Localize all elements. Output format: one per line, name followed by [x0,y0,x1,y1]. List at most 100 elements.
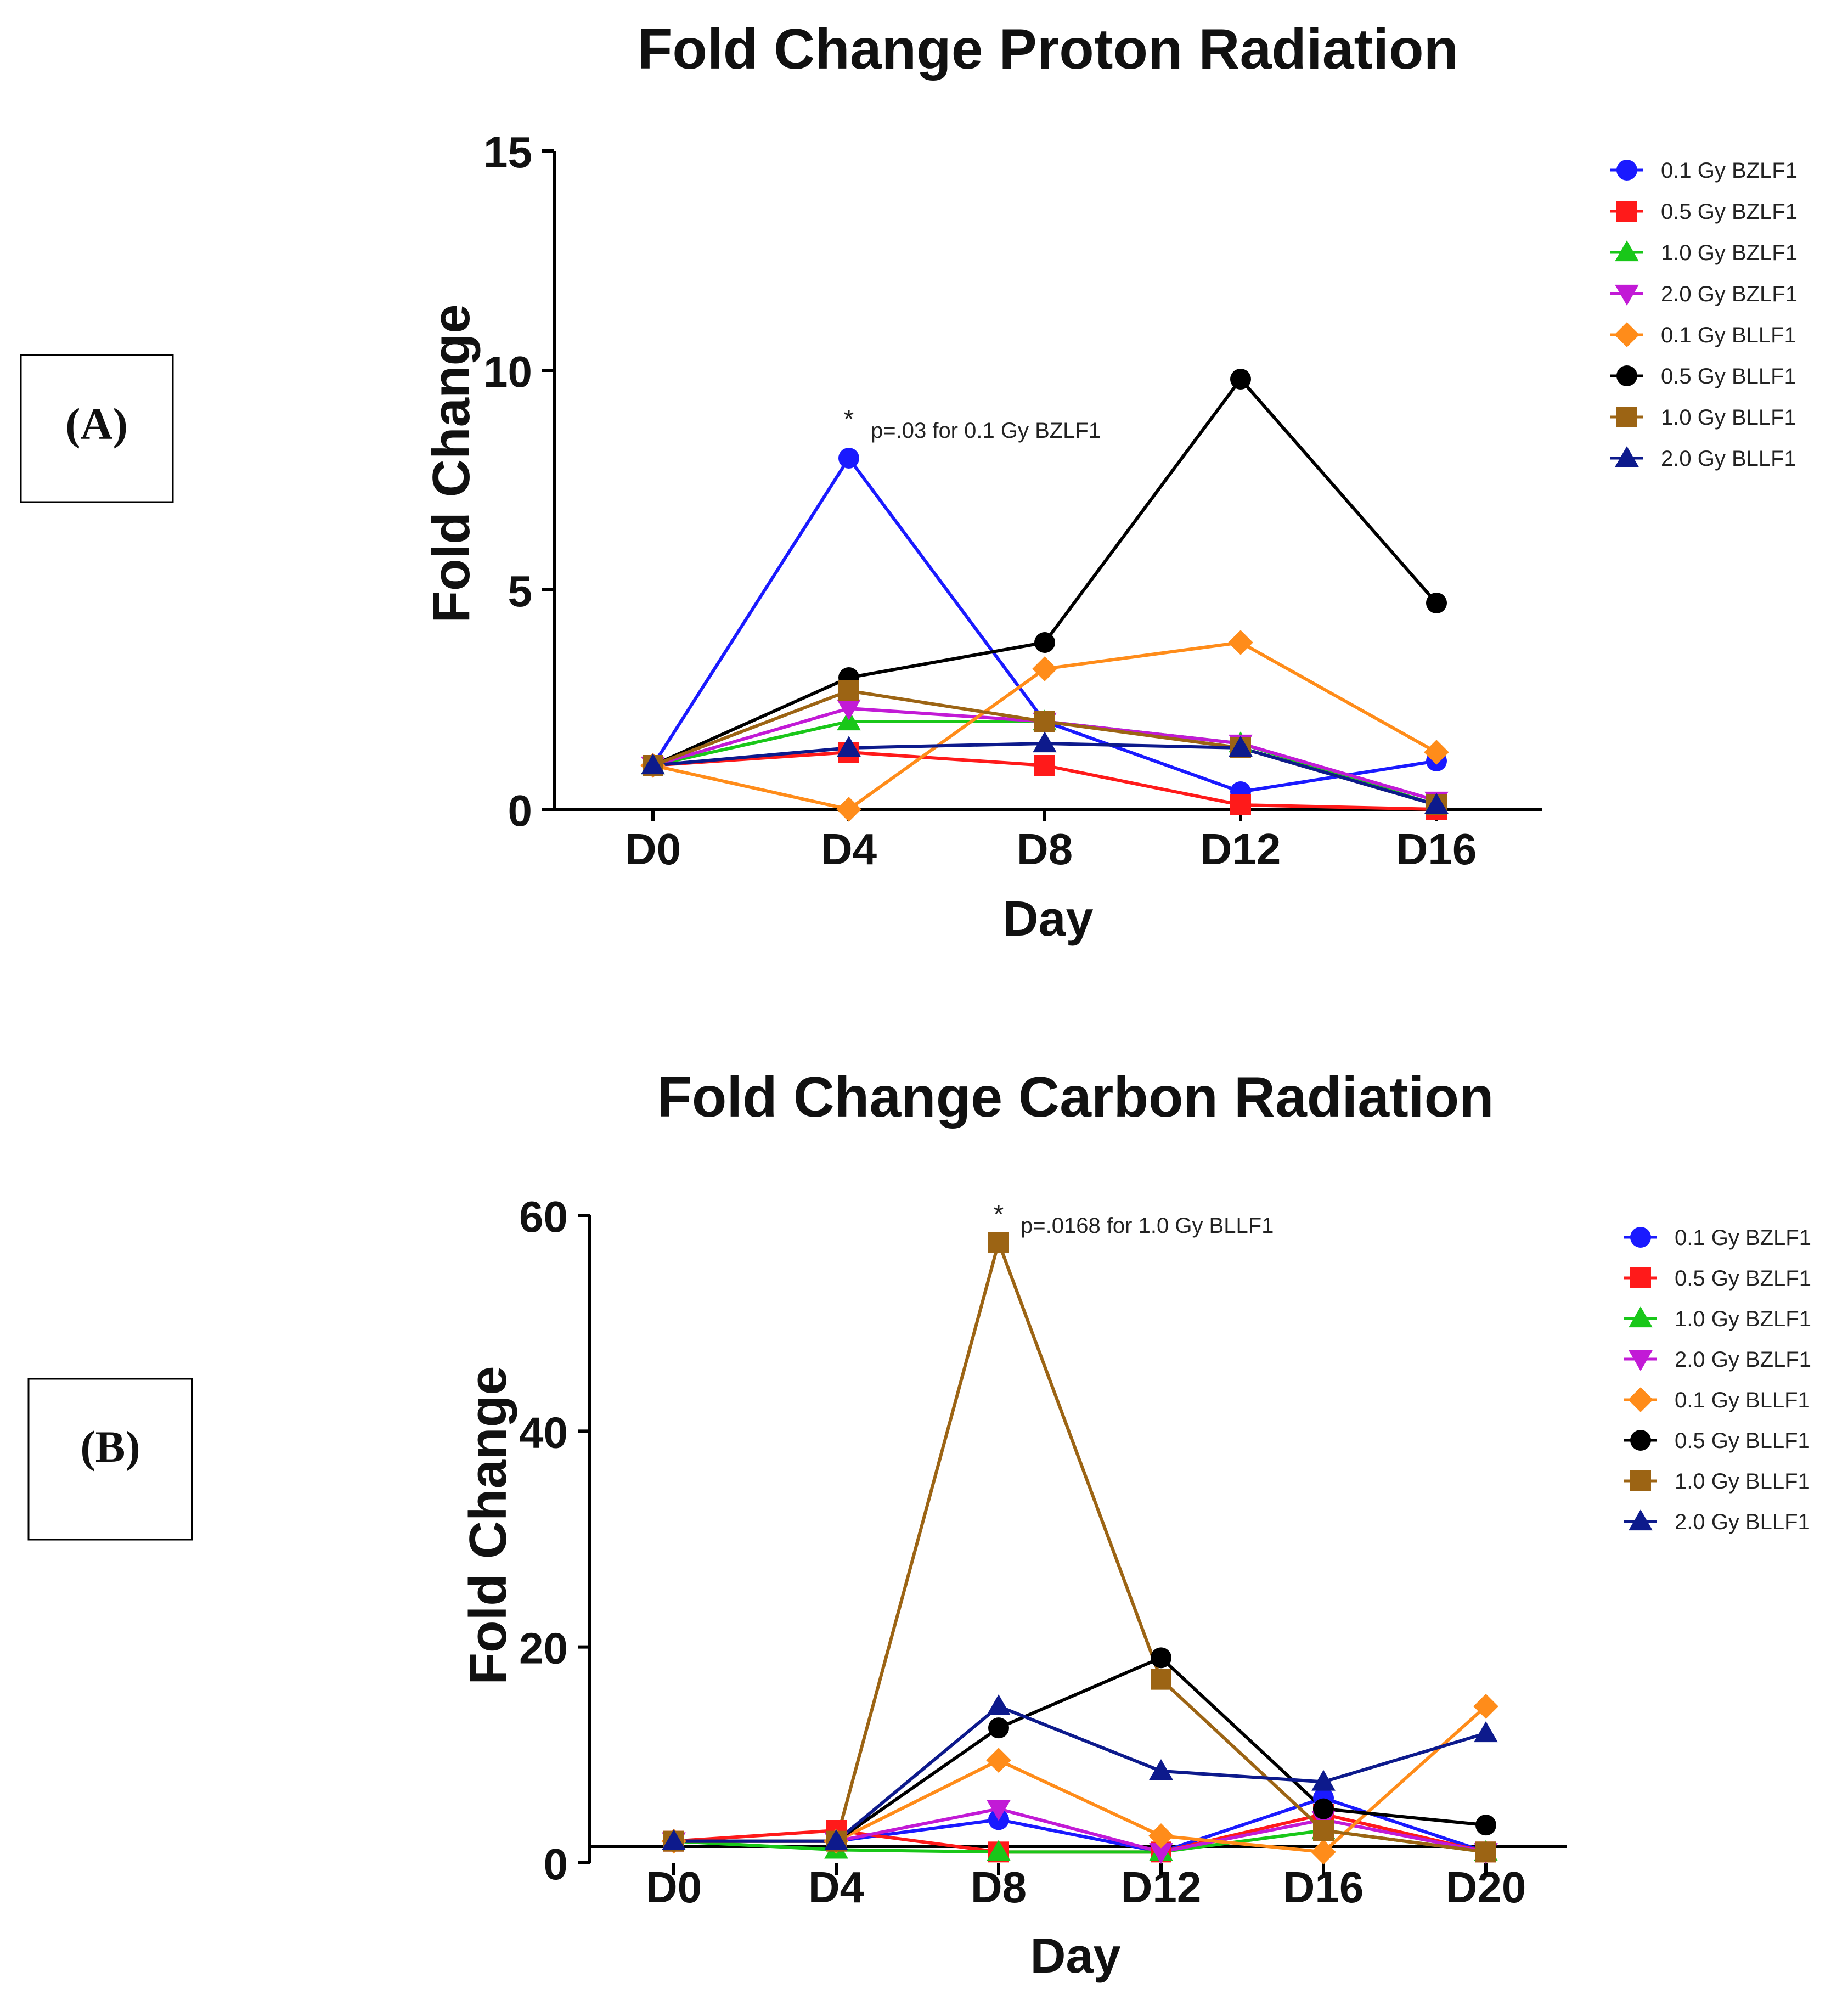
point-0-1-gy-bllf1-d8 [1032,656,1057,681]
legend-marker-0-5-gy-bzlf1 [1616,201,1637,222]
chart-a-title: Fold Change Proton Radiation [638,18,1458,81]
point-2-0-gy-bllf1-d16 [1424,793,1449,814]
point-0-5-gy-bllf1-d16 [1313,1798,1334,1819]
chart-b-xtick-labels: D0 D4 D8 D12 D16 D20 [646,1863,1526,1912]
legend-item-0-1-gy-bllf1: 0.1 Gy BLLF1 [1610,322,1796,347]
legend-label-0-1-gy-bllf1: 0.1 Gy BLLF1 [1661,323,1796,347]
legend-item-0-5-gy-bzlf1: 0.5 Gy BZLF1 [1610,200,1798,224]
point-2-0-gy-bllf1-d16 [1311,1770,1336,1791]
ytick-label-0: 0 [544,1840,568,1889]
panel-a: (A) Fold Change Proton Radiation Fold Ch… [20,18,1798,946]
legend-item-1-0-gy-bzlf1: 1.0 Gy BZLF1 [1610,240,1798,265]
legend-marker-2-0-gy-bzlf1 [1629,1350,1653,1371]
point-2-0-gy-bllf1-d12 [1149,1759,1173,1780]
point-0-5-gy-bllf1-d20 [1475,1815,1496,1836]
point-0-1-gy-bllf1-d16 [1424,740,1449,765]
xtick-label-d16: D16 [1396,825,1477,874]
xtick-label-d8: D8 [1017,825,1073,874]
chart-a-ytick-labels: 0 5 10 15 [483,128,532,835]
point-2-0-gy-bllf1-d4 [837,736,861,757]
legend-item-2-0-gy-bllf1: 2.0 Gy BLLF1 [1624,1509,1810,1534]
legend-marker-0-5-gy-bzlf1 [1630,1267,1651,1288]
legend-label-2-0-gy-bllf1: 2.0 Gy BLLF1 [1661,447,1796,471]
xtick-label-d12: D12 [1201,825,1281,874]
legend-label-0-1-gy-bzlf1: 0.1 Gy BZLF1 [1675,1226,1811,1250]
legend-label-0-5-gy-bzlf1: 0.5 Gy BZLF1 [1675,1266,1811,1291]
legend-label-0-5-gy-bllf1: 0.5 Gy BLLF1 [1675,1429,1810,1453]
legend-label-0-5-gy-bzlf1: 0.5 Gy BZLF1 [1661,200,1798,224]
panel-b: (B) Fold Change Carbon Radiation Fold Ch… [27,1066,1811,1984]
ytick-label-0: 0 [508,786,533,835]
point-2-0-gy-bzlf1-d8 [987,1800,1011,1821]
point-0-1-gy-bllf1-d4 [836,797,861,822]
legend-item-0-1-gy-bzlf1: 0.1 Gy BZLF1 [1624,1226,1811,1250]
legend-marker-1-0-gy-bllf1 [1616,407,1637,427]
point-1-0-gy-bllf1-d8 [988,1232,1009,1253]
xtick-label-d0: D0 [625,825,681,874]
legend-item-2-0-gy-bzlf1: 2.0 Gy BZLF1 [1624,1348,1811,1372]
legend-item-2-0-gy-bllf1: 2.0 Gy BLLF1 [1610,446,1796,471]
chart-a-xlabel: Day [1002,892,1093,946]
chart-a-annotation-star: * [844,405,854,434]
legend-marker-2-0-gy-bllf1 [1629,1509,1653,1531]
chart-a-legend: 0.1 Gy BZLF1 0.5 Gy BZLF1 1.0 Gy BZLF1 2.0 … [1610,159,1798,471]
panel-a-label-box [20,354,174,503]
chart-b-legend: 0.1 Gy BZLF1 0.5 Gy BZLF1 1.0 Gy BZLF1 2.0 … [1624,1226,1811,1534]
panel-a-label: (A) [65,399,128,449]
legend-item-1-0-gy-bzlf1: 1.0 Gy BZLF1 [1624,1306,1811,1331]
legend-marker-1-0-gy-bzlf1 [1629,1306,1653,1328]
point-1-0-gy-bllf1-d12 [1151,1669,1171,1690]
ytick-label-60: 60 [519,1192,568,1241]
series-line-2-0-gy-bllf1 [674,1704,1486,1843]
legend-item-0-1-gy-bzlf1: 0.1 Gy BZLF1 [1610,159,1798,183]
legend-marker-0-1-gy-bllf1 [1614,322,1639,347]
series-line-0-5-gy-bllf1 [674,1656,1486,1843]
point-2-0-gy-bllf1-d8 [1033,731,1057,753]
ytick-label-10: 10 [483,347,532,396]
point-2-0-gy-bzlf1-d12 [1149,1843,1173,1864]
panel-b-label-box [27,1378,193,1541]
point-0-1-gy-bzlf1-d4 [838,448,859,469]
point-2-0-gy-bllf1-d12 [1229,736,1253,757]
legend-marker-0-1-gy-bzlf1 [1630,1227,1651,1248]
point-0-1-gy-bllf1-d12 [1148,1823,1174,1849]
series-line-1-0-gy-bllf1 [674,1241,1486,1854]
legend-label-2-0-gy-bzlf1: 2.0 Gy BZLF1 [1675,1348,1811,1372]
point-1-0-gy-bzlf1-d8 [987,1840,1011,1861]
legend-label-1-0-gy-bllf1: 1.0 Gy BLLF1 [1661,405,1796,430]
legend-marker-2-0-gy-bllf1 [1615,446,1639,467]
chart-a-plot-area [640,369,1449,822]
ytick-label-40: 40 [519,1408,568,1457]
legend-label-0-1-gy-bllf1: 0.1 Gy BLLF1 [1675,1388,1810,1412]
xtick-label-d4: D4 [821,825,877,874]
chart-b-xticks [672,1863,1488,1875]
point-2-0-gy-bllf1-d8 [987,1694,1011,1715]
point-2-0-gy-bzlf1-d4 [837,699,861,720]
point-0-1-gy-bllf1-d16 [1311,1839,1336,1865]
chart-b-yticks [578,1214,590,1864]
legend-label-1-0-gy-bllf1: 1.0 Gy BLLF1 [1675,1469,1810,1494]
point-0-5-gy-bllf1-d12 [1230,369,1251,390]
legend-marker-0-5-gy-bllf1 [1616,365,1637,386]
legend-marker-0-1-gy-bllf1 [1628,1387,1653,1412]
chart-b-xlabel: Day [1030,1929,1120,1984]
point-2-0-gy-bllf1-d0 [662,1829,686,1850]
legend-label-0-1-gy-bzlf1: 0.1 Gy BZLF1 [1661,159,1798,183]
point-1-0-gy-bllf1-d20 [1475,1841,1496,1863]
point-0-5-gy-bllf1-d16 [1426,593,1447,613]
point-0-1-gy-bllf1-d8 [986,1748,1011,1773]
legend-label-1-0-gy-bzlf1: 1.0 Gy BZLF1 [1675,1307,1811,1331]
legend-item-0-5-gy-bzlf1: 0.5 Gy BZLF1 [1624,1266,1811,1291]
ytick-label-15: 15 [483,128,532,177]
legend-marker-0-1-gy-bzlf1 [1616,160,1637,181]
point-0-5-gy-bzlf1-d12 [1230,794,1251,815]
point-0-1-gy-bllf1-d20 [1473,1694,1498,1719]
point-2-0-gy-bllf1-d4 [824,1829,848,1850]
point-1-0-gy-bllf1-d4 [838,680,859,701]
point-1-0-gy-bllf1-d8 [1034,711,1055,732]
point-0-5-gy-bzlf1-d8 [1034,755,1055,776]
legend-marker-1-0-gy-bllf1 [1630,1470,1651,1491]
ytick-label-20: 20 [519,1624,568,1673]
legend-marker-0-5-gy-bllf1 [1630,1430,1651,1451]
